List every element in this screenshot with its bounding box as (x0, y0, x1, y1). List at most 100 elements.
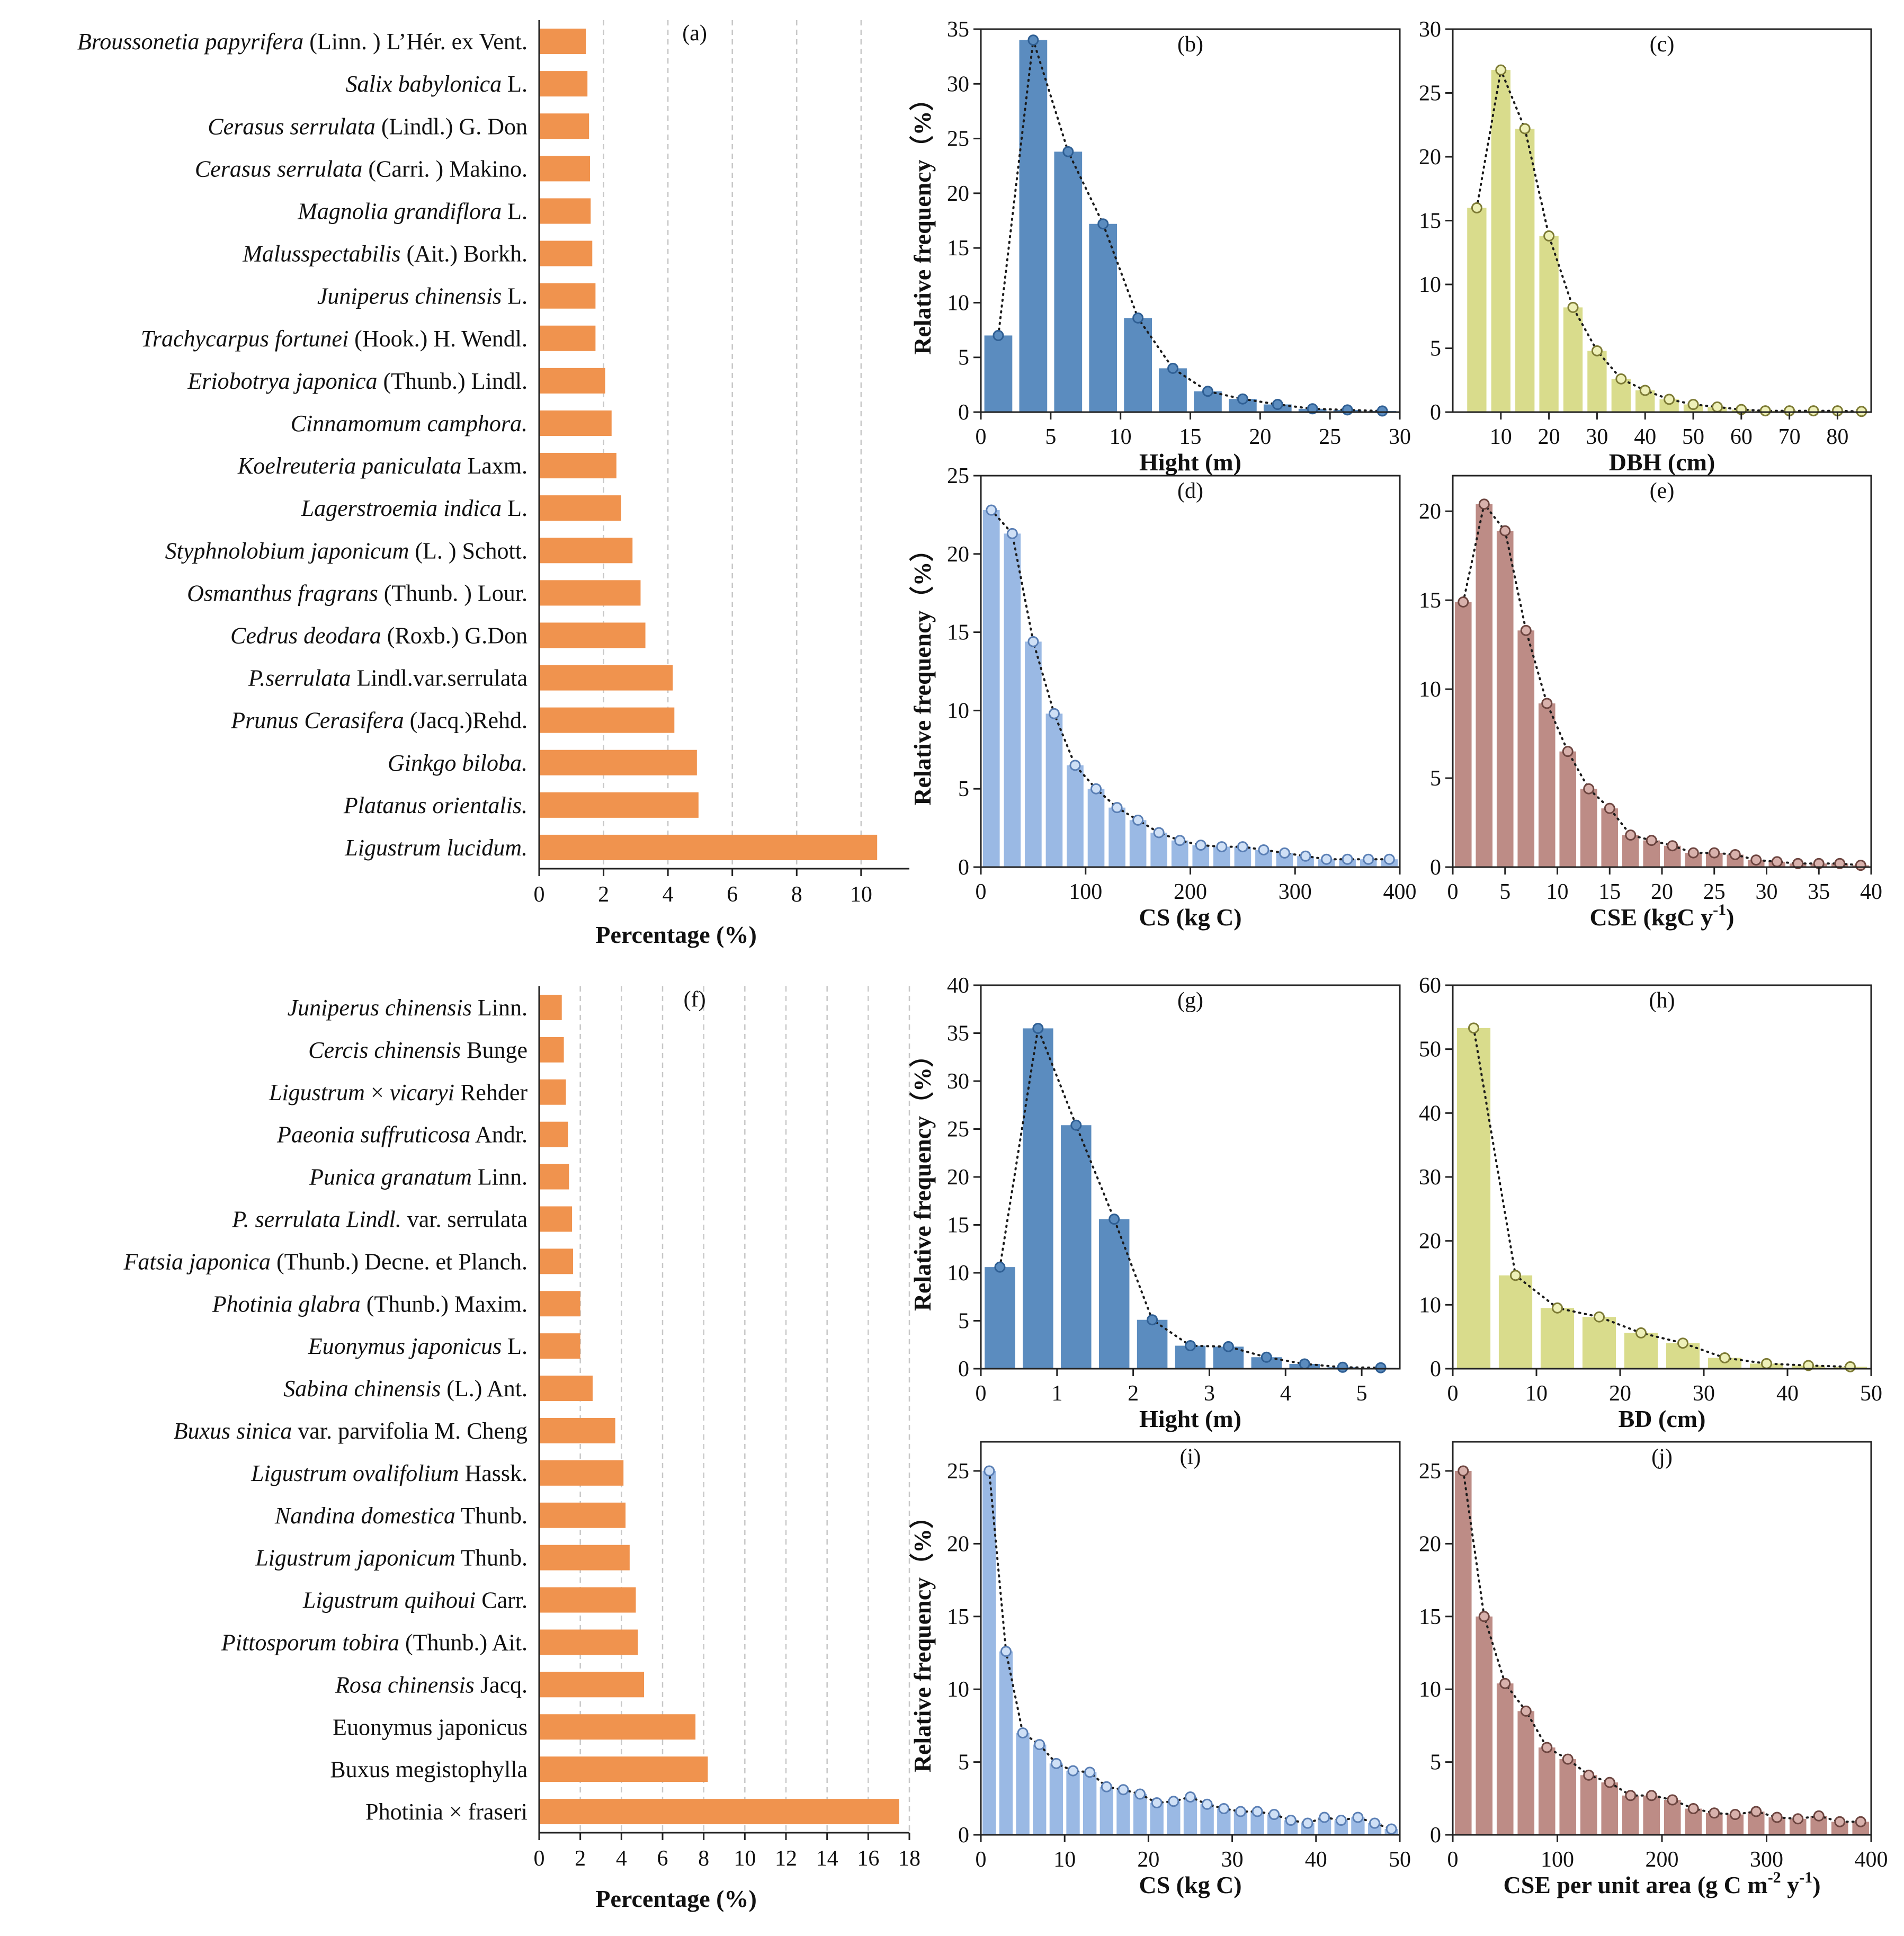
bar (539, 1417, 615, 1443)
x-tick-label: 4 (663, 882, 674, 907)
hist-bar (1559, 751, 1577, 867)
data-point (1201, 1798, 1213, 1810)
category-label-part: Ligustrum quihoui (302, 1587, 476, 1613)
x-tick-label: 30 (1389, 425, 1411, 449)
category-label: Salix babylonica L. (346, 71, 528, 97)
category-label-part: Malusspectabilis (242, 241, 400, 267)
y-tick-label: 25 (1419, 82, 1441, 106)
category-label-part: L. (502, 283, 528, 309)
category-label: Ginkgo biloba. (388, 750, 528, 776)
bar (539, 1545, 630, 1571)
hist-bar (1476, 504, 1493, 867)
y-tick-label: 10 (947, 291, 969, 315)
hist-bar (1580, 1775, 1597, 1835)
category-label-part: Styphnolobium japonicum (165, 538, 409, 564)
data-point (1375, 1362, 1387, 1373)
hist-bar (1116, 1789, 1130, 1835)
y-axis-label: Relative frequency（%） (909, 537, 936, 805)
data-point (1583, 1769, 1595, 1781)
category-label-part: Cinnamomum camphora. (291, 411, 528, 436)
x-tick-label: 4 (1280, 1381, 1291, 1406)
category-label-part: Hassk. (459, 1460, 528, 1486)
bar (539, 1291, 580, 1317)
data-point (1771, 1812, 1783, 1823)
data-point (1321, 853, 1333, 865)
data-point (1050, 1757, 1062, 1769)
data-point (993, 329, 1004, 341)
x-tick-label: 2 (575, 1846, 586, 1871)
category-label-part: (L. ) Schott. (409, 538, 528, 564)
x-tick-label: 300 (1279, 880, 1312, 904)
category-label-part: (Thunb.) Maxim. (361, 1291, 528, 1317)
y-tick-label: 20 (1419, 1532, 1441, 1556)
category-label: Lagerstroemia indica L. (301, 495, 528, 521)
chart-g: 0 1 2 3 4 5 0 5 10 15 20 25 30 35 40 (g) Hight (m) Relati… (909, 974, 1401, 1432)
category-label: Juniperus chinensis Linn. (288, 995, 528, 1021)
data-point (1709, 847, 1720, 859)
category-label: Ligustrum quihoui Carr. (302, 1587, 528, 1613)
y-tick-label: 5 (958, 1309, 969, 1334)
data-point (1750, 1806, 1762, 1817)
data-point (1855, 860, 1866, 871)
x-tick-label: 8 (698, 1846, 709, 1871)
data-point (1195, 840, 1206, 851)
data-point (1813, 1810, 1825, 1822)
x-axis-label-part: CSE (kgC y (1590, 904, 1713, 931)
x-tick-label: 20 (1651, 880, 1673, 904)
category-label-part: Osmanthus fragrans (187, 580, 378, 606)
data-point (1604, 802, 1615, 814)
hist-bar (1124, 318, 1152, 412)
data-point (1369, 1817, 1381, 1829)
hist-bar (1601, 808, 1619, 867)
hist-bar (1559, 1759, 1577, 1835)
data-point (1711, 401, 1723, 413)
data-point (1667, 1794, 1678, 1806)
category-label-part: Broussonetia papyrifera (77, 29, 303, 55)
x-tick-label: 80 (1826, 425, 1848, 449)
fit-curve (988, 1470, 1393, 1830)
fit-curve (1472, 1027, 1852, 1368)
category-label-part: (Ait.) Borkh. (400, 241, 528, 267)
bar (539, 368, 605, 394)
hist-bar (1467, 208, 1487, 412)
chart-j: 0 100 200 300 400 0 5 10 15 20 25 (j) CSE per unit a… (1419, 1441, 1888, 1898)
x-tick-label: 0 (976, 1381, 987, 1406)
panel-label: (d) (1177, 479, 1203, 503)
category-label: Ligustrum ovalifolium Hassk. (251, 1460, 528, 1486)
data-point (1300, 850, 1311, 862)
data-point (1069, 760, 1081, 771)
y-tick-label: 40 (947, 974, 969, 998)
y-tick-label: 35 (947, 17, 969, 42)
data-point (1385, 1823, 1397, 1835)
panel-label: (f) (684, 987, 706, 1012)
data-point (1034, 1739, 1045, 1751)
x-tick-label: 15 (1179, 425, 1202, 449)
data-point (1761, 1358, 1772, 1369)
category-label: Juniperus chinensis L. (317, 283, 528, 309)
category-label-part: Ligustrum (269, 1079, 365, 1105)
category-label-part: Linn. (472, 995, 528, 1021)
data-point (1667, 840, 1678, 852)
x-tick-label: 30 (1221, 1848, 1244, 1872)
category-label-part: Pittosporum tobira (221, 1629, 399, 1655)
category-label-part: Photinia glabra (212, 1291, 361, 1317)
data-point (1591, 345, 1603, 356)
y-tick-label: 0 (1430, 855, 1441, 880)
category-label-part: Magnolia grandiflora (297, 198, 502, 224)
category-label-part: (Linn. ) L’Hér. ex Vent. (303, 29, 528, 55)
x-tick-label: 20 (1538, 425, 1560, 449)
category-label-part: var. serrulata (401, 1206, 528, 1232)
hist-bar (1517, 1711, 1535, 1835)
y-tick-label: 20 (947, 1532, 969, 1556)
data-point (1048, 708, 1060, 719)
x-axis-label-part: ) (1812, 1871, 1820, 1898)
panel-label: (h) (1649, 988, 1675, 1013)
data-point (1097, 218, 1109, 230)
data-point (1174, 835, 1186, 846)
data-point (1499, 1678, 1511, 1689)
data-point (1237, 841, 1248, 853)
hist-bar (1019, 40, 1048, 412)
data-point (1646, 1790, 1657, 1801)
y-axis-label: Relative frequency（%） (909, 86, 936, 354)
data-point (1567, 301, 1579, 313)
